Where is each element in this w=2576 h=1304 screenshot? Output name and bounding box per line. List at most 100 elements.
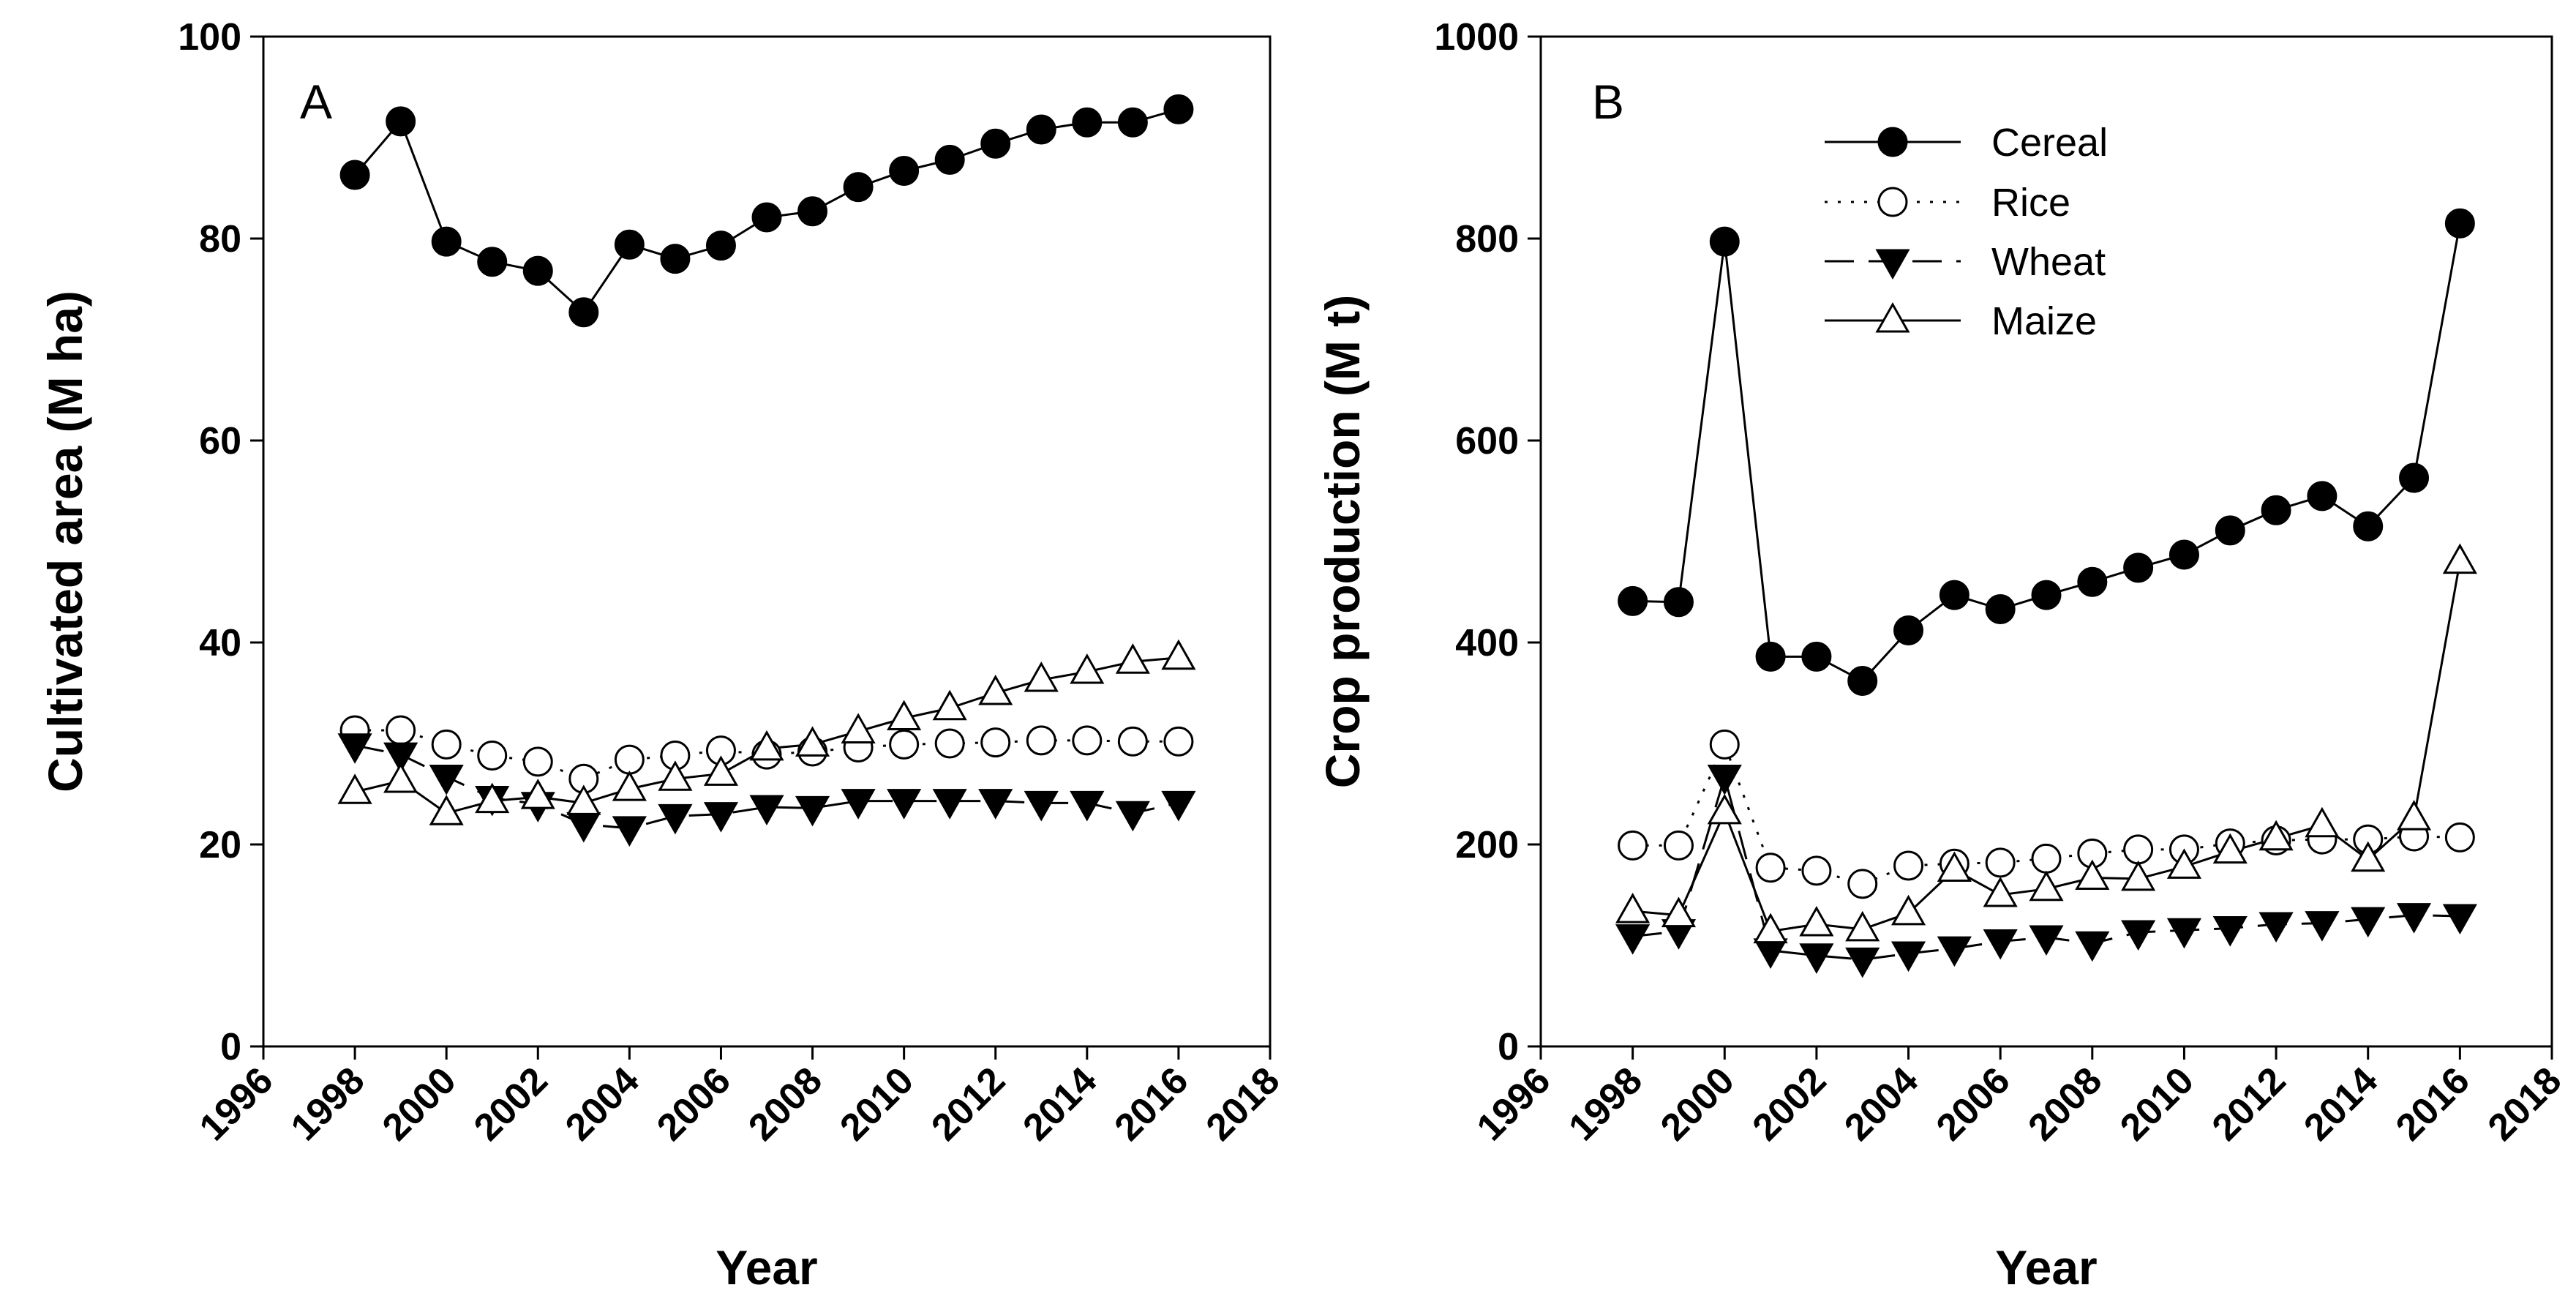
rice-point-b [2444,822,2475,853]
cereal-point-b [2353,511,2384,542]
y-tick-label-b: 800 [1455,218,1519,261]
x-tick-label-b: 2014 [2296,1059,2386,1149]
x-tick-label-a: 1998 [283,1059,373,1149]
wheat-point-b [1799,943,1834,974]
rice-point-b [1618,830,1648,861]
wheat-point-b [2121,920,2156,951]
y-axis-title-a: Cultivated area (M ha) [38,291,92,792]
rice-point-a [980,727,1011,758]
rice-point-a [934,728,965,759]
x-tick-label-b: 2002 [1745,1059,1835,1149]
maize-point-b [1707,793,1742,825]
wheat-point-a [383,742,418,773]
legend-maize-marker [1875,301,1910,333]
maize-point-b [1753,913,1788,944]
maize-point-a [658,760,693,791]
cereal-point-a [339,160,370,190]
maize-point-a [887,700,922,730]
wheat-point-b [1615,924,1651,955]
y-axis-title-b: Crop production (M t) [1315,295,1370,789]
maize-point-b [1661,896,1697,928]
x-tick-label-b: 2016 [2388,1059,2478,1149]
maize-point-b [1983,876,2018,907]
cereal-point-a [522,255,553,286]
wheat-point-b [2351,907,2386,938]
maize-point-b [2258,820,2294,851]
x-ticks-b: 1996 1998 2000 2002 2004 2006 2008 2010 2012 2014… [1469,1046,2569,1149]
maize-point-b [2212,833,2248,864]
legend-cereal-label: Cereal [1991,121,2108,165]
wheat-point-b [1753,938,1788,969]
y-tick-label-b: 0 [1498,1026,1519,1068]
x-tick-label-b: 1996 [1469,1059,1559,1149]
maize-point-a [429,795,464,825]
cereal-point-a [980,128,1011,159]
cereal-point-a [660,244,691,274]
wheat-point-b [1937,936,1972,967]
rice-point-b [2123,834,2154,865]
cereal-point-b [2307,481,2337,512]
y-tick-label-a: 40 [199,622,241,664]
y-tick-label-a: 0 [220,1026,241,1068]
legend-wheat-label: Wheat [1991,240,2106,284]
maize-point-b [2305,806,2340,838]
maize-point-b [2121,860,2156,891]
y-ticks-a: 0 20 40 60 80 100 [178,16,263,1068]
x-tick-label-b: 2008 [2020,1059,2110,1149]
wheat-point-b [2212,916,2248,947]
wheat-point-a [978,789,1013,820]
rice-point-a [1117,726,1148,757]
maize-point-a [612,771,647,801]
x-tick-label-a: 2016 [1107,1059,1197,1149]
wheat-point-a [887,789,922,820]
wheat-point-a [658,803,693,835]
series-a [337,94,1196,847]
rice-point-a [431,729,462,760]
y-tick-label-a: 80 [199,218,241,261]
wheat-point-a [932,789,967,820]
plot-frame-b [1539,35,2553,1048]
rice-point-a [477,741,508,771]
rice-point-b [1985,847,2016,878]
cereal-point-a [568,297,599,328]
cereal-line-b [1632,223,2461,683]
x-tick-label-a: 2000 [375,1059,465,1149]
cereal-point-b [1709,226,1740,257]
wheat-point-b [2258,912,2294,943]
x-tick-label-a: 2018 [1198,1059,1288,1149]
wheat-point-a [749,795,784,825]
cereal-point-a [386,106,416,137]
cereal-point-b [2077,566,2108,597]
maize-point-b [2075,859,2110,891]
legend-wheat-marker [1875,249,1910,280]
maize-point-b [1799,905,1834,937]
panel-a: 1996 1998 2000 2002 2004 2006 2008 2010 2012 2014… [38,16,1288,1294]
maize-point-b [1890,894,1926,926]
maize-point-a [749,730,784,761]
wheat-point-a [1161,790,1196,822]
wheat-point-b [2396,903,2432,934]
rice-point-b [1801,855,1832,886]
legend-rice-label: Rice [1991,181,2070,225]
x-tick-label-b: 2004 [1836,1059,1926,1149]
rice-point-a [1026,725,1056,756]
maize-point-a [1070,653,1105,684]
y-tick-label-b: 200 [1455,824,1519,866]
maize-point-a [841,713,876,743]
wheat-point-a [429,765,464,795]
cereal-point-b [1847,665,1878,696]
panel-label-a: A [300,75,332,129]
cereal-point-b [1985,593,2016,624]
wheat-point-b [2305,911,2340,942]
maize-point-a [1115,643,1150,674]
rice-point-a [1072,725,1103,756]
wheat-point-b [2075,931,2110,962]
cereal-point-a [889,156,920,187]
maize-point-a [1024,662,1059,692]
cereal-point-a [1163,94,1194,124]
maize-point-a [1161,639,1196,670]
y-tick-label-b: 400 [1455,622,1519,664]
cereal-point-a [1072,107,1103,138]
wheat-point-a [795,795,830,827]
x-axis-title-a: Year [716,1240,817,1294]
